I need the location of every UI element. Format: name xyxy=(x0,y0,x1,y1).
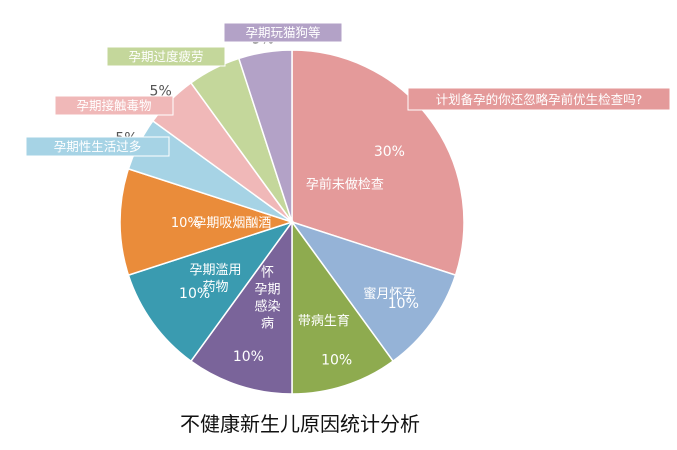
callout-box xyxy=(407,87,671,111)
slice-percent: 10% xyxy=(179,286,210,302)
callout-text: 计划备孕的你还忽略孕前优生检查吗? xyxy=(436,92,643,107)
slice-callout: 孕期玩猫狗等 xyxy=(223,22,343,43)
callout-box xyxy=(25,136,170,157)
callout-box xyxy=(223,22,343,43)
slice-percent: 10% xyxy=(388,296,419,312)
pie-slice xyxy=(127,220,294,363)
slice-name: 带病生育 xyxy=(298,313,350,329)
callout-main: 计划备孕的你还忽略孕前优生检查吗? xyxy=(407,87,671,111)
callout-box xyxy=(106,46,226,67)
slice-callout: 孕期接触毒物 xyxy=(54,95,174,116)
slice-percent: 10% xyxy=(321,352,352,368)
pie-slice xyxy=(291,219,395,395)
pie-slice xyxy=(119,167,295,277)
slice-name: 孕期玩猫狗等 xyxy=(245,25,320,40)
slice-name: 孕期滥用药物 xyxy=(189,263,241,295)
slice-name: 孕期过度疲劳 xyxy=(128,49,203,64)
slice-name: 怀孕期感染病 xyxy=(255,266,281,332)
slice-percent: 10% xyxy=(233,349,264,365)
slice-name: 孕期吸烟酗酒 xyxy=(193,216,271,231)
slice-callout: 孕期性生活过多 xyxy=(25,136,170,157)
slice-name: 蜜月怀孕 xyxy=(363,287,415,302)
pie-slice xyxy=(237,49,293,223)
slice-name: 孕前未做检查 xyxy=(306,177,384,193)
slice-percent: 10% xyxy=(171,216,200,231)
slice-name: 孕期接触毒物 xyxy=(76,98,151,113)
pie-slice xyxy=(189,219,293,395)
callout-box xyxy=(54,95,174,116)
slice-callout: 孕期过度疲劳 xyxy=(106,46,226,67)
chart-title: 不健康新生儿原因统计分析 xyxy=(180,412,420,436)
slice-percent: 30% xyxy=(374,144,405,160)
pie-slice xyxy=(291,49,465,277)
slice-name: 孕期性生活过多 xyxy=(54,139,142,154)
pie-slice xyxy=(290,220,457,363)
